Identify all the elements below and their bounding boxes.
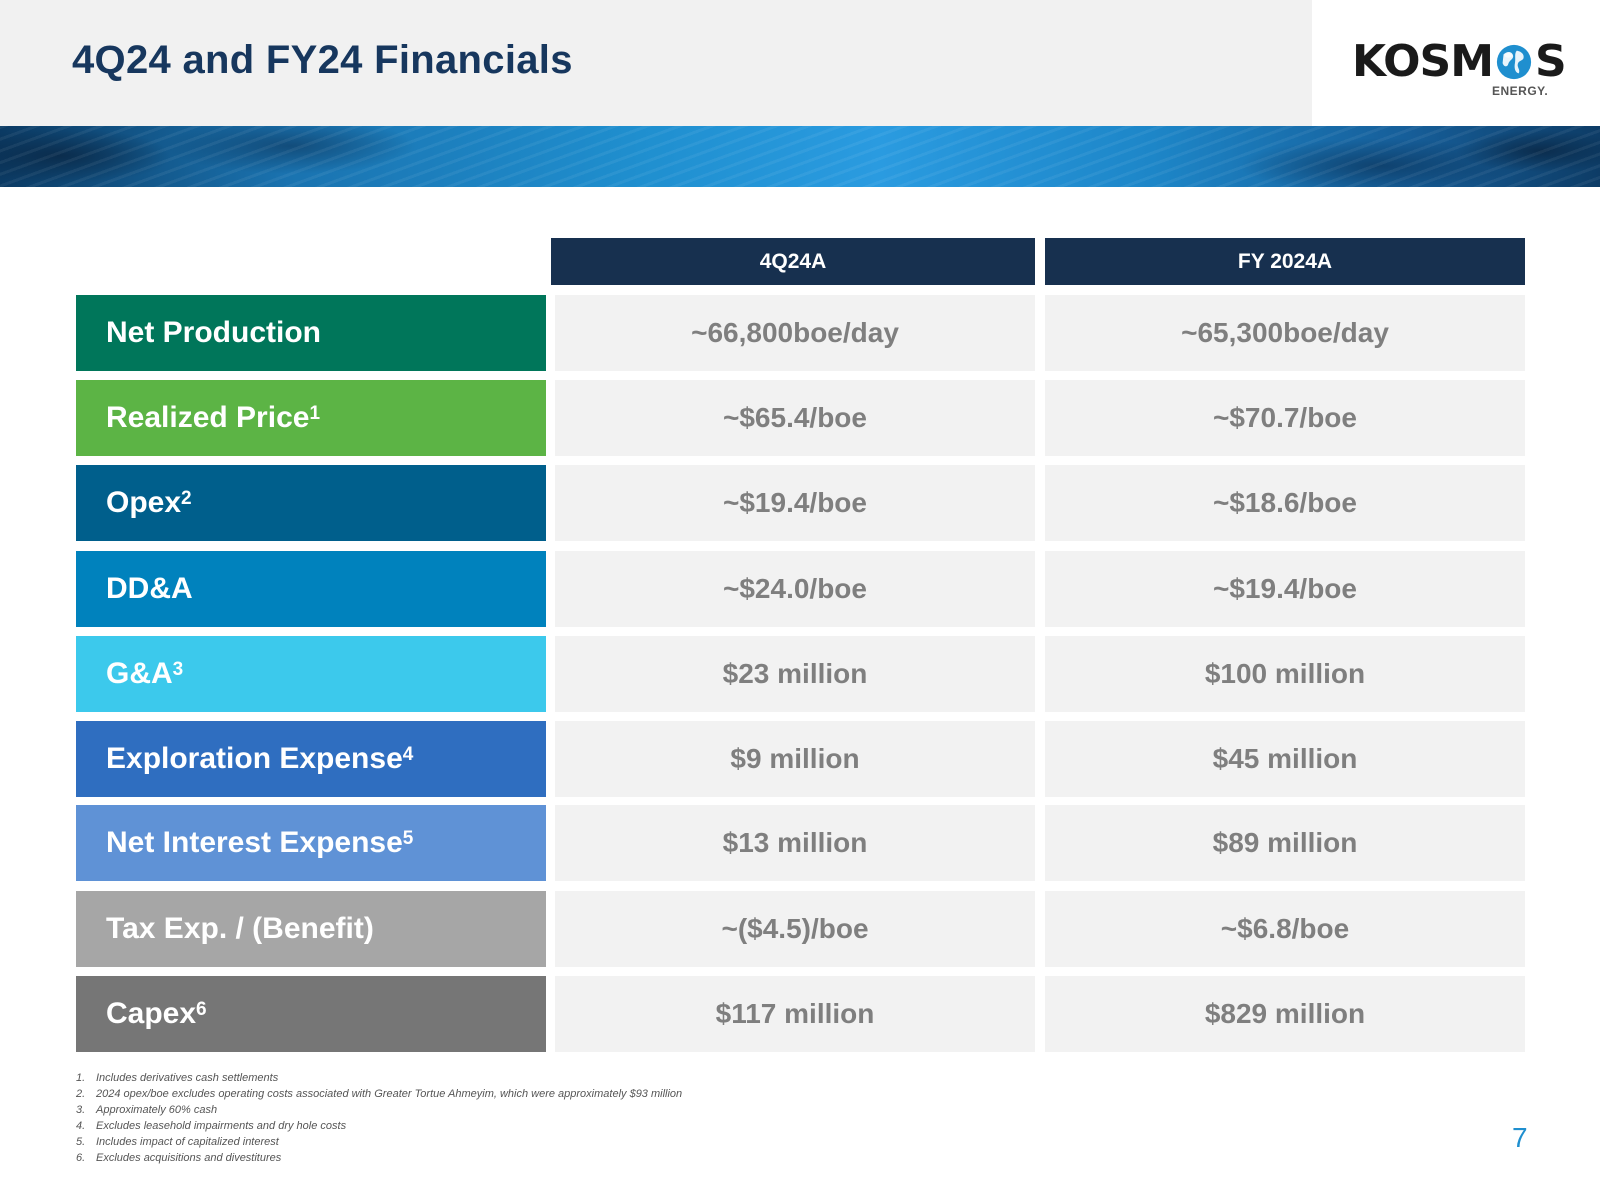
value-4q24a: $23 million bbox=[555, 636, 1035, 712]
column-header-4q24a: 4Q24A bbox=[551, 238, 1035, 285]
footnote-marker: 1 bbox=[309, 403, 321, 424]
page-number: 7 bbox=[1512, 1122, 1528, 1153]
ocean-banner bbox=[0, 126, 1600, 187]
slide-title: 4Q24 and FY24 Financials bbox=[72, 38, 573, 82]
footnote-marker: 2 bbox=[181, 488, 192, 509]
logo-text-left: KOSM bbox=[1352, 36, 1494, 87]
row-label: Net Production bbox=[76, 295, 546, 371]
footnote-text: Excludes acquisitions and divestitures bbox=[96, 1152, 282, 1164]
footnote-marker: 6 bbox=[196, 999, 207, 1020]
footnote-item: 1. Includes derivatives cash settlements bbox=[76, 1070, 682, 1086]
value-fy2024a: $829 million bbox=[1045, 976, 1525, 1052]
footnote-marker: 3 bbox=[172, 659, 184, 680]
footnote-text: Includes impact of capitalized interest bbox=[96, 1136, 279, 1148]
globe-icon bbox=[1496, 44, 1532, 79]
footnote-item: 2. 2024 opex/boe excludes operating costs… bbox=[76, 1086, 682, 1102]
row-label: Tax Exp. / (Benefit) bbox=[76, 891, 546, 967]
row-label-text: Capex bbox=[106, 997, 197, 1030]
value-4q24a: $13 million bbox=[555, 805, 1035, 881]
row-label-text: G&A bbox=[106, 657, 173, 690]
footnote-number: 1. bbox=[76, 1072, 86, 1084]
footnote-marker: 4 bbox=[402, 744, 414, 765]
value-fy2024a: $89 million bbox=[1045, 805, 1525, 881]
footnote-item: 6. Excludes acquisitions and divestitures bbox=[76, 1150, 682, 1166]
row-label-text: DD&A bbox=[106, 572, 193, 605]
footnote-text: Excludes leasehold impairments and dry h… bbox=[96, 1120, 347, 1132]
footnote-item: 5. Includes impact of capitalized interes… bbox=[76, 1134, 682, 1150]
footnotes-list: 1. Includes derivatives cash settlements 2… bbox=[76, 1070, 682, 1166]
row-label-text: Net Production bbox=[106, 316, 321, 349]
row-label: Capex 6 bbox=[76, 976, 546, 1052]
footnote-item: 4. Excludes leasehold impairments and dry… bbox=[76, 1118, 682, 1134]
footnote-text: 2024 opex/boe excludes operating costs a… bbox=[96, 1088, 683, 1100]
row-label: G&A 3 bbox=[76, 636, 546, 712]
footnote-item: 3. Approximately 60% cash bbox=[76, 1102, 682, 1118]
footnote-number: 6. bbox=[76, 1152, 86, 1164]
value-4q24a: ~66,800boe/day bbox=[555, 295, 1035, 371]
value-fy2024a: ~$18.6/boe bbox=[1045, 465, 1525, 541]
company-logo: KOSM S ENERGY. bbox=[1312, 0, 1600, 126]
value-fy2024a: ~65,300boe/day bbox=[1045, 295, 1525, 371]
row-label: DD&A bbox=[76, 551, 546, 627]
value-4q24a: ~$65.4/boe bbox=[555, 380, 1035, 456]
footnote-number: 4. bbox=[76, 1120, 86, 1132]
value-fy2024a: ~$19.4/boe bbox=[1045, 551, 1525, 627]
row-label: Exploration Expense 4 bbox=[76, 721, 546, 797]
logo-wordmark: KOSM S bbox=[1352, 36, 1567, 87]
row-label: Opex 2 bbox=[76, 465, 546, 541]
footnote-number: 3. bbox=[76, 1104, 86, 1116]
footnote-text: Includes derivatives cash settlements bbox=[96, 1072, 279, 1084]
value-4q24a: ~$24.0/boe bbox=[555, 551, 1035, 627]
row-label: Net Interest Expense 5 bbox=[76, 805, 546, 881]
row-label-text: Realized Price bbox=[106, 401, 310, 434]
footnote-text: Approximately 60% cash bbox=[96, 1104, 218, 1116]
value-4q24a: $117 million bbox=[555, 976, 1035, 1052]
value-fy2024a: $100 million bbox=[1045, 636, 1525, 712]
row-label-text: Net Interest Expense bbox=[106, 826, 403, 859]
value-fy2024a: $45 million bbox=[1045, 721, 1525, 797]
logo-subtitle: ENERGY. bbox=[1492, 84, 1549, 98]
value-4q24a: ~($4.5)/boe bbox=[555, 891, 1035, 967]
footnote-number: 2. bbox=[76, 1088, 86, 1100]
row-label: Realized Price 1 bbox=[76, 380, 546, 456]
row-label-text: Exploration Expense bbox=[106, 742, 403, 775]
column-header-fy2024a: FY 2024A bbox=[1045, 238, 1525, 285]
row-label-text: Opex bbox=[106, 486, 182, 519]
footnote-marker: 5 bbox=[402, 828, 414, 849]
logo-text-right: S bbox=[1535, 36, 1567, 87]
value-4q24a: ~$19.4/boe bbox=[555, 465, 1035, 541]
title-bar: 4Q24 and FY24 Financials bbox=[0, 0, 1312, 126]
footnote-number: 5. bbox=[76, 1136, 86, 1148]
row-label-text: Tax Exp. / (Benefit) bbox=[106, 912, 374, 945]
value-4q24a: $9 million bbox=[555, 721, 1035, 797]
value-fy2024a: ~$70.7/boe bbox=[1045, 380, 1525, 456]
value-fy2024a: ~$6.8/boe bbox=[1045, 891, 1525, 967]
